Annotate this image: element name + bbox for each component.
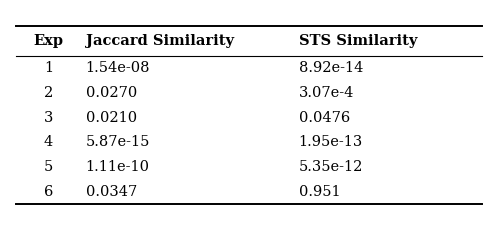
Text: 4: 4 bbox=[44, 135, 53, 149]
Text: 3: 3 bbox=[44, 110, 53, 124]
Text: Jaccard Similarity: Jaccard Similarity bbox=[86, 34, 234, 48]
Text: 1.11e-10: 1.11e-10 bbox=[86, 160, 149, 174]
Text: 5.35e-12: 5.35e-12 bbox=[298, 160, 363, 174]
Text: 0.0270: 0.0270 bbox=[86, 86, 137, 100]
Text: Exp: Exp bbox=[33, 34, 63, 48]
Text: 0.951: 0.951 bbox=[298, 185, 340, 199]
Text: 8.92e-14: 8.92e-14 bbox=[298, 61, 363, 75]
Text: 5.87e-15: 5.87e-15 bbox=[86, 135, 150, 149]
Text: 6: 6 bbox=[44, 185, 53, 199]
Text: 0.0476: 0.0476 bbox=[298, 110, 350, 124]
Text: 0.0210: 0.0210 bbox=[86, 110, 137, 124]
Text: 0.0347: 0.0347 bbox=[86, 185, 137, 199]
Text: STS Similarity: STS Similarity bbox=[298, 34, 417, 48]
Text: 1: 1 bbox=[44, 61, 53, 75]
Text: 1.95e-13: 1.95e-13 bbox=[298, 135, 363, 149]
Text: 3.07e-4: 3.07e-4 bbox=[298, 86, 354, 100]
Text: 2: 2 bbox=[44, 86, 53, 100]
Text: 5: 5 bbox=[44, 160, 53, 174]
Text: 1.54e-08: 1.54e-08 bbox=[86, 61, 150, 75]
